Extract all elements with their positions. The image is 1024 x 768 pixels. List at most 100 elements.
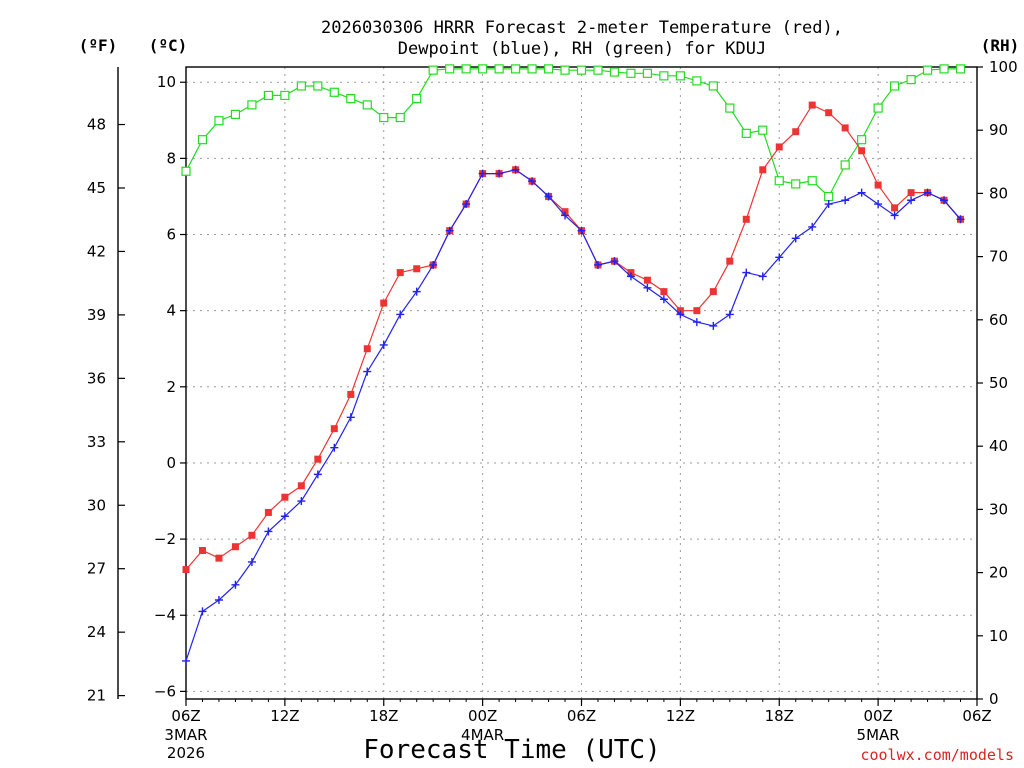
- rh-tick-label: 70: [989, 248, 1008, 266]
- rh-tick-label: 100: [989, 58, 1018, 76]
- rh-point: [807, 176, 817, 186]
- dewpoint-point: [379, 340, 388, 349]
- rh-tick-label: 40: [989, 437, 1008, 455]
- rh-point: [593, 65, 603, 75]
- dewpoint-point: [758, 272, 767, 281]
- dewpoint-point: [940, 196, 949, 205]
- rh-point: [247, 100, 257, 110]
- dewpoint-point: [297, 497, 306, 506]
- dewpoint-point: [198, 607, 207, 616]
- fahrenheit-tick-label: 42: [87, 242, 106, 260]
- dewpoint-point: [544, 192, 553, 201]
- rh-tick-label: 0: [989, 690, 999, 708]
- fahrenheit-tick-label: 24: [87, 623, 106, 641]
- celsius-tick-label: −4: [154, 606, 176, 624]
- dewpoint-point: [462, 200, 471, 209]
- rh-point: [890, 81, 900, 91]
- temperature-point: [693, 307, 701, 315]
- chart-title-line2: Dewpoint (blue), RH (green) for KDUJ: [398, 39, 766, 59]
- rh-point: [609, 67, 620, 77]
- rh-point: [708, 81, 718, 91]
- rh-point: [230, 109, 241, 120]
- dewpoint-point: [495, 169, 504, 178]
- rh-point: [939, 64, 949, 74]
- x-tick-label: 06Z: [171, 707, 200, 725]
- temperature-point: [281, 493, 289, 501]
- data-series: [181, 64, 966, 665]
- dewpoint-point: [593, 260, 602, 269]
- temperature-point: [198, 547, 206, 555]
- dewpoint-point: [214, 596, 223, 605]
- rh-tick-label: 30: [989, 500, 1008, 518]
- dewpoint-point: [709, 321, 718, 330]
- rh-point: [922, 65, 933, 75]
- rh-point: [741, 128, 751, 138]
- dewpoint-line: [185, 169, 961, 662]
- dewpoint-point: [791, 234, 800, 243]
- dewpoint-point: [907, 196, 916, 205]
- temperature-point: [874, 181, 882, 189]
- rh-point: [362, 100, 372, 110]
- rh-tick-label: 80: [989, 184, 1008, 202]
- rh-tick-label: 50: [989, 374, 1008, 392]
- dewpoint-point: [725, 310, 734, 319]
- rh-point: [346, 93, 356, 104]
- x-tick-label: 00Z: [863, 707, 892, 725]
- temperature-point: [726, 257, 734, 265]
- rh-point: [840, 160, 850, 170]
- rh-point: [379, 112, 389, 123]
- temperature-point: [363, 345, 371, 353]
- rh-point: [824, 191, 834, 202]
- fahrenheit-tick-label: 33: [87, 433, 106, 451]
- x-tick-label: 18Z: [765, 707, 794, 725]
- rh-point: [461, 64, 471, 74]
- celsius-unit-label: (ºC): [149, 36, 188, 55]
- x-date-label: 5MAR: [857, 726, 900, 744]
- rh-point: [955, 64, 966, 74]
- dewpoint-point: [445, 226, 454, 235]
- temperature-point: [759, 166, 767, 174]
- dewpoint-point: [857, 188, 866, 197]
- temperature-point: [775, 143, 783, 151]
- rh-point: [296, 81, 306, 91]
- temperature-point: [231, 543, 239, 551]
- dewpoint-point: [775, 253, 784, 262]
- fahrenheit-tick-label: 48: [87, 116, 106, 134]
- temperature-point: [297, 482, 305, 490]
- temperature-point: [742, 215, 750, 223]
- dewpoint-point: [841, 196, 850, 205]
- dewpoint-point: [182, 656, 190, 665]
- rh-point: [214, 116, 224, 126]
- temperature-point: [248, 531, 256, 539]
- fahrenheit-unit-label: (ºF): [79, 36, 118, 55]
- dewpoint-point: [231, 580, 240, 589]
- rh-point: [280, 90, 290, 101]
- rh-point: [857, 135, 867, 145]
- dewpoint-point: [363, 367, 372, 376]
- temperature-point: [314, 455, 322, 463]
- rh-point: [692, 76, 702, 86]
- rh-point: [478, 64, 488, 74]
- temperature-point: [841, 124, 849, 132]
- temperature-point: [330, 425, 338, 433]
- temperature-point: [660, 288, 668, 296]
- rh-point: [906, 75, 916, 85]
- dewpoint-point: [247, 557, 256, 566]
- temperature-point: [858, 147, 866, 155]
- temperature-point: [825, 109, 833, 117]
- x-tick-label: 18Z: [369, 707, 398, 725]
- x-date-label: 4MAR: [461, 726, 504, 744]
- dewpoint-point: [478, 169, 487, 178]
- temperature-point: [891, 204, 899, 212]
- celsius-tick-label: −6: [154, 682, 176, 700]
- dewpoint-point: [692, 318, 701, 327]
- celsius-tick-label: 0: [166, 454, 176, 472]
- dewpoint-point: [808, 222, 817, 231]
- x-tick-label: 12Z: [666, 707, 695, 725]
- fahrenheit-tick-label: 27: [87, 560, 106, 578]
- rh-point: [313, 81, 323, 91]
- temperature-point: [380, 299, 388, 307]
- dewpoint-point: [956, 215, 965, 224]
- temperature-point: [215, 554, 223, 562]
